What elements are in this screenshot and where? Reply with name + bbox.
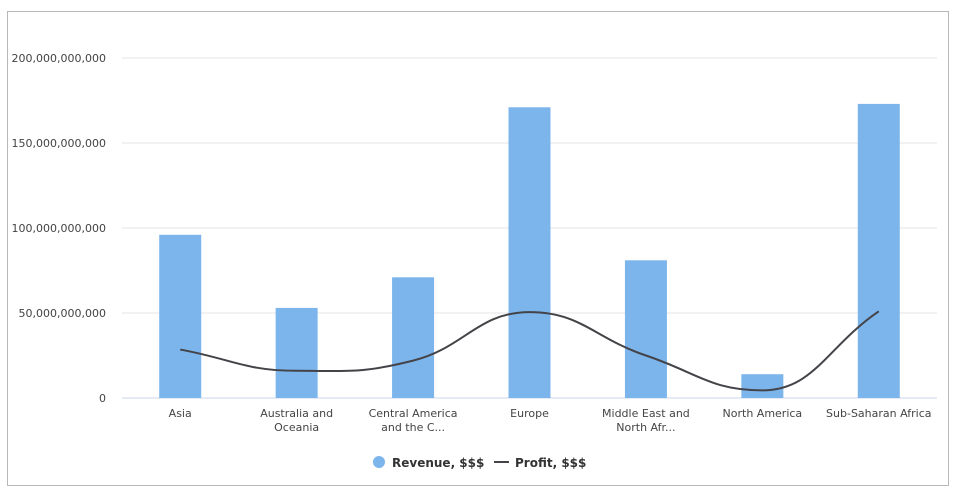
revenue-bar[interactable] xyxy=(624,260,667,398)
x-tick-label: Australia and Oceania xyxy=(260,407,333,434)
x-tick-label: North America xyxy=(723,407,803,420)
y-axis: 0 50,000,000,000 100,000,000,000 150,000,00… xyxy=(12,52,106,405)
x-tick-label: Europe xyxy=(510,407,549,420)
legend-profit-label[interactable]: Profit, $$$ xyxy=(515,456,586,470)
x-axis: Asia Australia and Oceania Central America a… xyxy=(169,407,932,434)
y-tick-label: 200,000,000,000 xyxy=(12,52,106,65)
legend: Revenue, $$$ Profit, $$$ xyxy=(373,456,586,470)
y-tick-label: 50,000,000,000 xyxy=(19,307,106,320)
revenue-bar[interactable] xyxy=(275,307,318,398)
y-tick-label: 0 xyxy=(99,392,106,405)
profit-line xyxy=(180,310,880,392)
x-tick-label: Middle East and North Afr... xyxy=(602,407,690,434)
legend-revenue-label[interactable]: Revenue, $$$ xyxy=(392,456,484,470)
y-tick-label: 150,000,000,000 xyxy=(12,137,106,150)
revenue-bar[interactable] xyxy=(508,107,551,399)
x-tick-label: Asia xyxy=(169,407,192,420)
x-tick-label: Central America and the C... xyxy=(369,407,458,434)
revenue-bar[interactable] xyxy=(159,234,202,398)
x-tick-label: Sub-Saharan Africa xyxy=(826,407,931,420)
legend-revenue-marker[interactable] xyxy=(373,456,385,468)
revenue-bar[interactable] xyxy=(392,277,435,398)
revenue-bar[interactable] xyxy=(741,374,784,398)
y-tick-label: 100,000,000,000 xyxy=(12,222,106,235)
revenue-bars xyxy=(159,103,900,399)
revenue-bar[interactable] xyxy=(857,103,900,399)
